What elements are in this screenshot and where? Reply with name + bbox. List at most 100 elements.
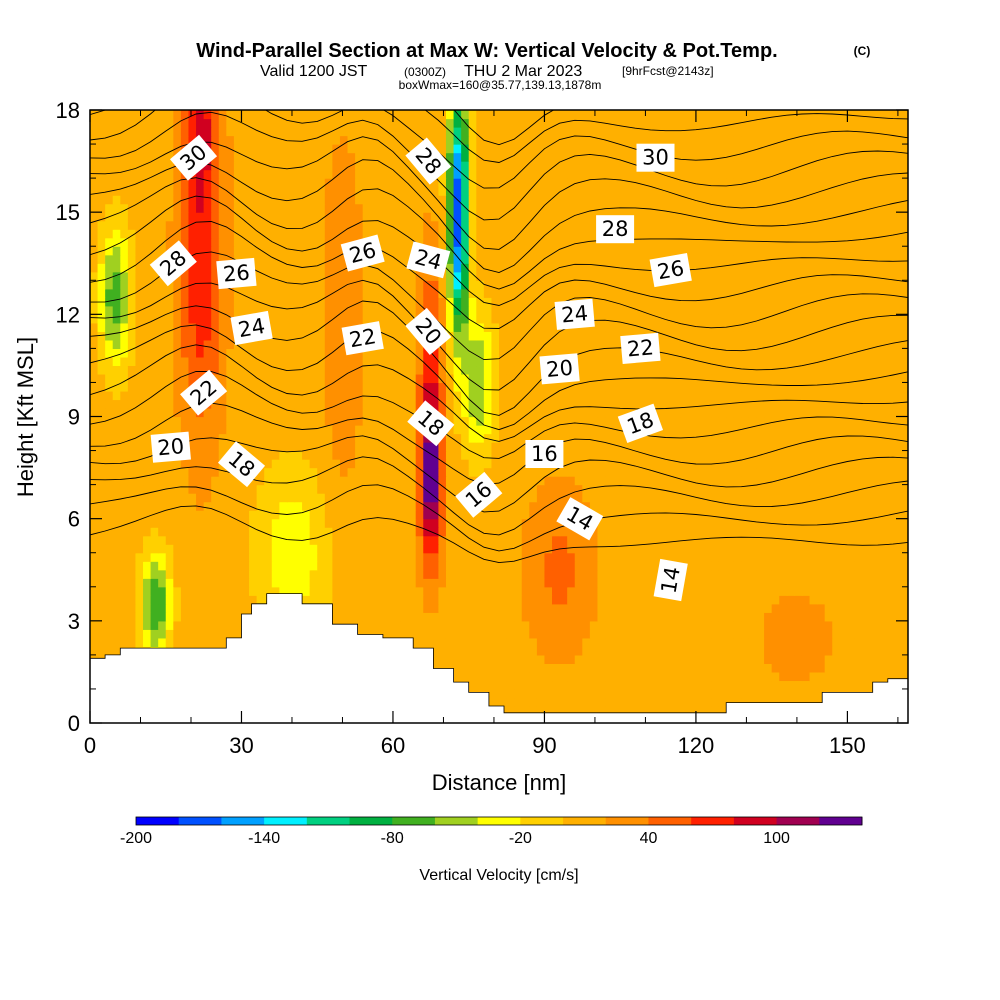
velocity-cell [97,425,106,435]
velocity-cell [294,569,303,579]
velocity-cell [392,518,402,528]
velocity-cell [574,569,583,579]
velocity-cell [589,425,599,435]
velocity-cell [771,595,780,605]
velocity-cell [377,586,386,596]
velocity-cell [521,569,530,579]
velocity-cell [642,697,652,707]
velocity-cell [241,586,250,596]
velocity-cell [695,629,705,639]
velocity-cell [809,569,818,579]
velocity-cell [695,382,705,392]
velocity-cell [779,535,788,545]
velocity-cell [877,671,886,682]
velocity-cell [726,697,735,707]
velocity-cell [885,671,894,682]
velocity-cell [127,501,137,511]
velocity-cell [445,603,455,613]
velocity-cell [612,569,621,579]
velocity-cell [870,442,879,452]
velocity-cell [658,518,667,528]
velocity-cell [143,399,152,409]
velocity-cell [241,595,250,605]
velocity-cell [165,493,174,503]
velocity-cell [339,467,349,477]
velocity-cell [324,339,333,349]
velocity-cell [188,339,197,349]
velocity-cell [105,348,114,358]
velocity-cell [786,467,795,477]
velocity-cell [718,671,727,682]
velocity-cell [377,476,386,486]
velocity-cell [779,356,788,367]
velocity-cell [892,569,902,579]
velocity-cell [279,569,288,579]
velocity-cell [839,603,848,613]
velocity-cell [112,322,121,332]
velocity-cell [233,433,243,443]
velocity-cell [817,586,826,596]
velocity-cell [143,467,152,477]
velocity-cell [256,425,265,435]
velocity-cell [605,450,614,460]
velocity-cell [695,688,705,699]
velocity-cell [688,399,697,409]
velocity-cell [370,612,379,622]
velocity-cell [726,476,735,486]
velocity-cell [415,348,424,358]
velocity-cell [862,365,871,375]
velocity-cell [612,459,621,469]
velocity-cell [499,697,508,707]
velocity-cell [764,688,773,699]
velocity-cell [150,348,159,358]
velocity-cell [453,586,462,596]
velocity-cell [817,527,826,537]
velocity-cell [870,348,879,358]
velocity-cell [385,535,394,545]
velocity-cell [173,535,182,545]
velocity-cell [476,365,485,375]
velocity-cell [665,595,674,605]
velocity-cell [756,535,765,545]
velocity-cell [135,425,144,435]
velocity-cell [453,510,462,520]
velocity-cell [529,612,538,622]
velocity-cell [165,603,174,613]
velocity-cell [711,331,720,341]
velocity-cell [847,510,856,520]
velocity-cell [559,663,568,673]
velocity-cell [127,322,137,332]
velocity-cell [203,331,212,341]
velocity-cell [339,561,349,571]
velocity-cell [703,348,712,358]
velocity-cell [415,561,424,571]
velocity-cell [748,356,758,367]
velocity-cell [552,586,561,596]
velocity-cell [514,552,523,562]
velocity-cell [839,467,848,477]
velocity-cell [180,586,190,596]
velocity-cell [362,365,371,375]
velocity-cell [839,493,848,503]
velocity-cell [529,399,538,409]
velocity-cell [567,561,576,571]
velocity-cell [642,595,652,605]
velocity-cell [453,382,462,392]
velocity-cell [900,348,908,358]
velocity-cell [612,433,621,443]
velocity-cell [605,535,614,545]
velocity-cell [582,612,591,622]
velocity-cell [355,595,364,605]
velocity-cell [605,390,614,401]
velocity-cell [491,450,500,460]
velocity-cell [764,416,773,426]
velocity-cell [173,603,182,613]
velocity-cell [302,373,311,384]
velocity-cell [203,629,212,639]
velocity-cell [552,501,561,511]
velocity-cell [392,586,402,596]
velocity-cell [726,637,735,647]
velocity-cell [764,459,773,469]
velocity-cell [529,569,538,579]
velocity-cell [794,467,803,477]
